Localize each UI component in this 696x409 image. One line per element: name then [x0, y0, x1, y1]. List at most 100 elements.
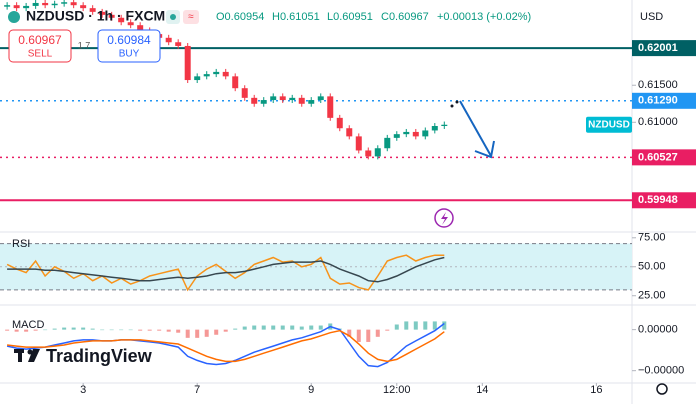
- logo-mark: [18, 349, 22, 362]
- histogram-bar: [318, 325, 323, 330]
- histogram-bar: [290, 325, 295, 330]
- histogram-bar: [271, 325, 276, 330]
- candle-body: [13, 5, 20, 9]
- level-badge: [632, 92, 696, 109]
- candle-body: [251, 97, 258, 104]
- candle-body: [4, 5, 11, 7]
- candle-body: [384, 137, 391, 149]
- header: NZDUSD · 1h · FXCM ≈ O0.60954 H0.61051 L…: [8, 8, 663, 63]
- histogram-bar: [147, 329, 152, 331]
- drawing-dot: [455, 100, 459, 104]
- candle-body: [365, 150, 372, 157]
- level-badge: [632, 192, 696, 209]
- level-badge: [632, 149, 696, 166]
- buy-price: 0.60984: [107, 33, 151, 47]
- histogram-bar: [43, 329, 48, 331]
- candle-body: [118, 17, 125, 23]
- histogram-bar: [214, 329, 219, 335]
- histogram-bar: [233, 328, 238, 330]
- series-line: [6, 254, 445, 292]
- sell-button[interactable]: [8, 29, 72, 63]
- histogram-bar: [157, 329, 162, 331]
- symbol-icon: [8, 11, 20, 23]
- histogram-bar: [33, 329, 38, 331]
- histogram-bar: [413, 321, 418, 330]
- last-price-label: NZDUSD: [588, 119, 630, 130]
- x-tick-label: 3: [80, 384, 86, 396]
- arrow-head: [474, 140, 495, 159]
- level-label: 0.59948: [638, 194, 678, 206]
- histogram-bar: [280, 325, 285, 330]
- histogram-bar: [299, 326, 304, 330]
- spread: 1.7: [78, 40, 91, 50]
- histogram-bar: [185, 329, 190, 338]
- candle-body: [194, 76, 201, 81]
- ohlc-close: C0.60967: [381, 11, 429, 23]
- histogram-bar: [242, 326, 247, 330]
- candle-body: [80, 5, 87, 9]
- ohlc-change: +0.00013 (+0.02%): [437, 11, 531, 23]
- candle-body: [99, 11, 106, 15]
- candle-body: [412, 131, 419, 137]
- y-tick-label: 75.00: [638, 232, 666, 244]
- histogram-bar: [223, 329, 228, 332]
- y-tick-label: 0.61500: [638, 79, 678, 91]
- settings-icon[interactable]: [656, 383, 668, 395]
- plot-layer: 0.62001 0.61290 0.60527 0.59948 NZDUSD 3 7 9 12:…: [0, 0, 696, 396]
- candle-body: [393, 134, 400, 138]
- candle-body: [422, 130, 429, 137]
- histogram-bar: [375, 329, 380, 337]
- series-line: [6, 322, 445, 368]
- logo-mark: [28, 349, 40, 362]
- logo-text: TradingView: [46, 346, 153, 366]
- candle-body: [42, 2, 49, 6]
- candle-body: [165, 37, 172, 43]
- buy-button[interactable]: [97, 29, 161, 63]
- histogram-bar: [166, 329, 171, 332]
- candle-body: [137, 25, 144, 31]
- y-tick-label: 50.00: [638, 261, 666, 273]
- x-tick-label: 12:00: [383, 384, 411, 396]
- histogram-bar: [62, 327, 67, 330]
- drawing-dot: [450, 104, 454, 108]
- drawing-arrow: [450, 100, 495, 159]
- candle-body: [32, 2, 39, 6]
- candle-body: [61, 2, 68, 4]
- symbol: NZDUSD · 1h · FXCM: [26, 8, 165, 24]
- candle-body: [279, 96, 286, 101]
- logo-mark: [27, 349, 33, 355]
- histogram-bar: [128, 329, 133, 331]
- alert-icon[interactable]: [183, 10, 199, 24]
- ohlc-open: O0.60954: [216, 11, 264, 23]
- pane-title: MACD: [12, 319, 44, 331]
- histogram-bar: [423, 321, 428, 330]
- candle-body: [431, 126, 438, 131]
- series-line: [7, 256, 445, 283]
- y-tick-label: 0.00000: [638, 324, 678, 336]
- event-glyph: [441, 212, 448, 225]
- histogram-bar: [81, 327, 86, 330]
- histogram-bar: [138, 329, 143, 331]
- histogram-bar: [442, 321, 447, 330]
- candle-body: [23, 5, 30, 9]
- y-tick-label: 0.61000: [638, 116, 678, 128]
- alert-glyph: ≈: [188, 12, 194, 23]
- y-tick-label: 25.00: [638, 290, 666, 302]
- histogram-bar: [24, 329, 29, 332]
- histogram-bar: [176, 329, 181, 333]
- histogram-bar: [195, 329, 200, 338]
- histogram-bar: [404, 321, 409, 330]
- histogram-bar: [366, 329, 371, 342]
- histogram-bar: [100, 329, 105, 331]
- histogram-bar: [385, 329, 390, 331]
- candle-body: [213, 71, 220, 75]
- histogram-bar: [309, 325, 314, 330]
- candle-body: [346, 128, 353, 137]
- histogram-bar: [356, 329, 361, 342]
- sell-price: 0.60967: [18, 33, 62, 47]
- histogram-bar: [71, 327, 76, 330]
- candle-body: [127, 22, 134, 26]
- candle-body: [336, 117, 343, 129]
